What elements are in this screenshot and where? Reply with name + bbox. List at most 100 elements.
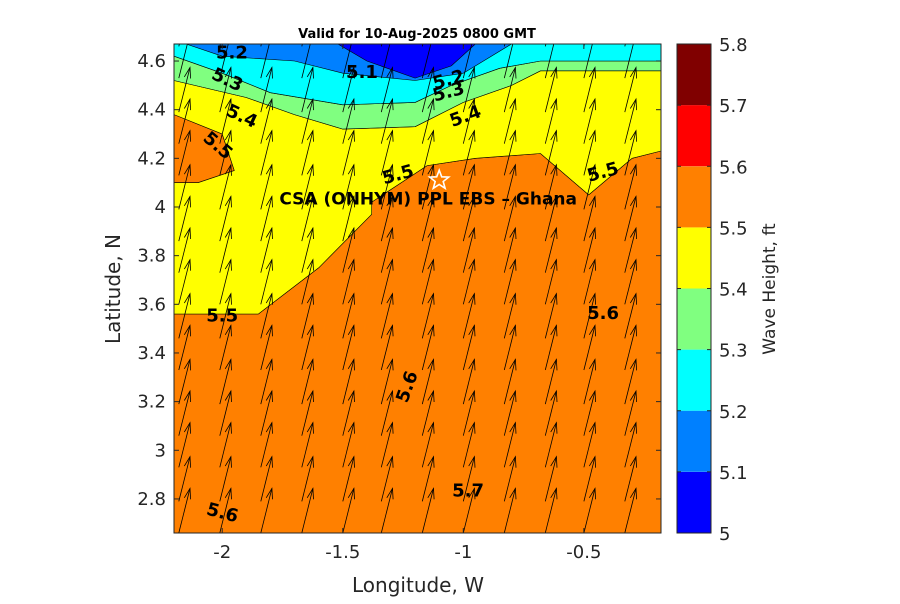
colorbar-swatch xyxy=(677,349,711,411)
vector-arrow xyxy=(301,292,314,339)
vector-arrow xyxy=(583,129,596,176)
vector-arrow xyxy=(624,97,637,144)
vector-arrow xyxy=(624,324,637,371)
vector-arrow xyxy=(503,487,517,533)
vector-arrow xyxy=(260,66,273,113)
site-annotation: CSA (ONHYM) PPL EBS – Ghana xyxy=(279,190,577,210)
x-tick-label: -2 xyxy=(213,542,231,563)
y-tick-label: 3.2 xyxy=(137,392,166,413)
vector-arrow xyxy=(583,389,596,436)
vector-arrow xyxy=(544,66,558,113)
vector-arrow xyxy=(544,487,558,533)
vector-arrow xyxy=(421,129,435,176)
vector-arrow xyxy=(342,97,355,144)
vector-arrow xyxy=(178,97,191,144)
vector-arrow xyxy=(462,129,476,176)
contour-label: 5.1 xyxy=(346,62,378,83)
vector-arrow xyxy=(380,97,394,144)
vector-arrow xyxy=(421,258,435,305)
vector-arrow xyxy=(624,487,637,533)
vector-arrow xyxy=(462,44,476,79)
vector-arrow xyxy=(624,163,637,210)
vector-arrow xyxy=(342,44,355,79)
y-tick-label: 3.8 xyxy=(137,246,166,267)
vector-arrow xyxy=(301,258,314,305)
vector-arrow xyxy=(462,66,476,113)
vector-arrow xyxy=(301,97,314,144)
vector-arrow xyxy=(219,421,232,468)
vector-arrow xyxy=(583,44,596,79)
vector-arrow xyxy=(219,195,232,242)
vector-arrow xyxy=(301,389,314,436)
colorbar-tick-label: 5.3 xyxy=(719,341,748,362)
vector-arrow xyxy=(421,389,435,436)
colorbar-tick-label: 5.4 xyxy=(719,280,748,301)
vector-arrow xyxy=(178,44,180,47)
vector-arrow xyxy=(624,258,637,305)
vector-arrow xyxy=(301,195,314,242)
vector-arrow xyxy=(219,226,232,273)
colorbar-tick-label: 5.6 xyxy=(719,157,748,178)
vector-arrow xyxy=(260,44,262,47)
vector-arrow xyxy=(624,195,637,242)
vector-arrow xyxy=(260,358,273,405)
colorbar xyxy=(677,44,711,533)
vector-arrow xyxy=(380,292,394,339)
vector-arrow xyxy=(342,421,355,468)
vector-arrow xyxy=(421,66,435,113)
vector-arrow xyxy=(342,258,355,305)
vector-arrow xyxy=(260,324,273,371)
vector-arrow xyxy=(178,129,191,176)
vector-arrow xyxy=(544,455,558,502)
vector-arrow xyxy=(178,226,191,273)
vector-arrow xyxy=(462,324,476,371)
vector-arrow xyxy=(301,455,314,502)
y-tick-label: 3.6 xyxy=(137,294,166,315)
vector-arrow xyxy=(219,292,232,339)
vector-arrow xyxy=(219,163,232,210)
wave-direction-arrows xyxy=(178,44,637,533)
plot-frame xyxy=(173,43,662,534)
vector-arrow xyxy=(544,44,547,47)
vector-arrow xyxy=(421,487,435,533)
colorbar-swatch xyxy=(677,410,711,472)
vector-arrow xyxy=(178,358,191,405)
vector-arrow xyxy=(624,389,637,436)
vector-arrow xyxy=(260,455,273,502)
y-tick-label: 4 xyxy=(155,197,166,218)
vector-arrow xyxy=(544,389,558,436)
vector-arrow xyxy=(583,455,596,502)
vector-arrow xyxy=(503,66,517,113)
colorbar-ticks: 5 5.1 5.2 5.3 5.4 5.5 5.6 5.7 5.8 xyxy=(677,35,748,545)
vector-arrow xyxy=(583,226,596,273)
vector-arrow xyxy=(380,487,394,533)
contour-band-5-8 xyxy=(337,44,476,79)
vector-arrow xyxy=(178,292,191,339)
colorbar-swatch xyxy=(677,288,711,350)
vector-arrow xyxy=(219,487,232,533)
vector-arrow xyxy=(380,226,394,273)
vector-arrow xyxy=(342,226,355,273)
vector-arrow xyxy=(421,421,435,468)
vector-arrow xyxy=(219,389,232,436)
y-tick-label: 4.6 xyxy=(137,51,166,72)
vector-arrow xyxy=(178,389,191,436)
vector-arrow xyxy=(462,195,476,242)
vector-arrow xyxy=(544,97,558,144)
vector-arrow xyxy=(624,129,637,176)
vector-arrow xyxy=(624,44,637,79)
chart-title: Valid for 10-Aug-2025 0800 GMT xyxy=(298,27,536,42)
vector-arrow xyxy=(219,258,232,305)
vector-arrow xyxy=(178,195,191,242)
vector-arrow xyxy=(421,455,435,502)
vector-arrow xyxy=(583,324,596,371)
vector-arrow xyxy=(219,97,232,144)
vector-arrow xyxy=(380,195,394,242)
vector-arrow xyxy=(583,44,585,47)
vector-arrow xyxy=(342,195,355,242)
vector-arrow xyxy=(583,97,596,144)
vector-arrow xyxy=(421,358,435,405)
vector-arrow xyxy=(544,129,558,176)
vector-arrow xyxy=(624,226,637,273)
vector-arrow xyxy=(503,292,517,339)
